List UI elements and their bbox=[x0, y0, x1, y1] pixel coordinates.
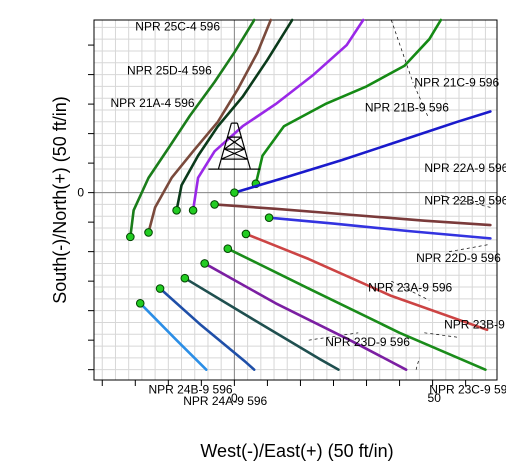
series-line bbox=[213, 203, 492, 227]
surface-location-point bbox=[264, 213, 274, 223]
surface-location-point bbox=[172, 206, 181, 215]
y-tick-label: 0 bbox=[77, 186, 84, 200]
surface-location-point bbox=[223, 244, 233, 253]
surface-location-point bbox=[135, 298, 145, 308]
surface-location-point bbox=[180, 273, 190, 283]
leader-line bbox=[449, 243, 491, 252]
leader-line bbox=[440, 195, 491, 208]
leader-line bbox=[391, 280, 430, 301]
well-label: NPR 22B-9 596 bbox=[424, 193, 506, 207]
well-label: NPR 21C-9 596 bbox=[414, 75, 499, 89]
surface-location-point bbox=[126, 232, 135, 242]
derrick-icon bbox=[208, 122, 261, 170]
surface-location-point bbox=[210, 200, 219, 209]
x-axis-title: West(-)/East(+) (50 ft/in) bbox=[200, 441, 393, 461]
series-line bbox=[147, 18, 273, 234]
series-line bbox=[138, 301, 208, 371]
derrick-icon-shape bbox=[208, 122, 261, 170]
well-label: NPR 21B-9 596 bbox=[365, 100, 449, 114]
well-label: NPR 24B-9 596 bbox=[149, 382, 233, 396]
y-axis-title: South(-)/North(+) (50 ft/in) bbox=[50, 96, 70, 304]
series-line bbox=[233, 110, 492, 194]
well-label: NPR 25C-4 596 bbox=[135, 19, 220, 33]
well-label: NPR 23C-9 596 bbox=[429, 382, 506, 396]
surface-location-point bbox=[188, 206, 198, 215]
well-label: NPR 23D-9 596 bbox=[325, 335, 410, 349]
surface-location-point bbox=[155, 284, 165, 293]
leader-line bbox=[415, 357, 420, 370]
trajectory-series bbox=[126, 18, 492, 371]
series-line bbox=[191, 18, 365, 212]
surface-location-point bbox=[200, 259, 209, 268]
plot-frame bbox=[93, 19, 498, 381]
surface-location-point bbox=[144, 228, 153, 237]
series-line bbox=[129, 18, 256, 239]
series-line bbox=[226, 247, 487, 371]
x-tick-label: 0 bbox=[231, 391, 238, 405]
leader-line bbox=[308, 332, 359, 341]
well-label: NPR 23A-9 596 bbox=[368, 280, 452, 294]
well-label: NPR 23B-9 596 bbox=[444, 317, 506, 331]
series-line bbox=[254, 18, 443, 186]
leader-line bbox=[390, 19, 414, 83]
x-tick-label: 50 bbox=[428, 391, 442, 405]
series-line bbox=[267, 216, 492, 240]
well-label: NPR 22A-9 596 bbox=[424, 161, 506, 175]
series-line bbox=[158, 287, 256, 371]
series-line bbox=[183, 276, 340, 371]
leader-line bbox=[412, 81, 428, 117]
surface-location-point bbox=[230, 188, 239, 197]
axis-ticks: 0 50 0 bbox=[77, 44, 467, 405]
well-label: NPR 22D-9 596 bbox=[416, 251, 501, 265]
well-labels: NPR 25C-4 596 NPR 25D-4 596 NPR 21A-4 596 N… bbox=[111, 19, 506, 408]
series-line bbox=[175, 18, 294, 212]
series-line bbox=[244, 232, 489, 332]
surface-location-point bbox=[241, 229, 251, 239]
well-label: NPR 25D-4 596 bbox=[127, 64, 212, 78]
leader-lines bbox=[308, 19, 491, 370]
leader-line bbox=[424, 332, 458, 338]
well-label: NPR 21A-4 596 bbox=[111, 96, 195, 110]
series-line bbox=[203, 262, 408, 371]
well-label: NPR 24A-9 596 bbox=[183, 394, 267, 408]
